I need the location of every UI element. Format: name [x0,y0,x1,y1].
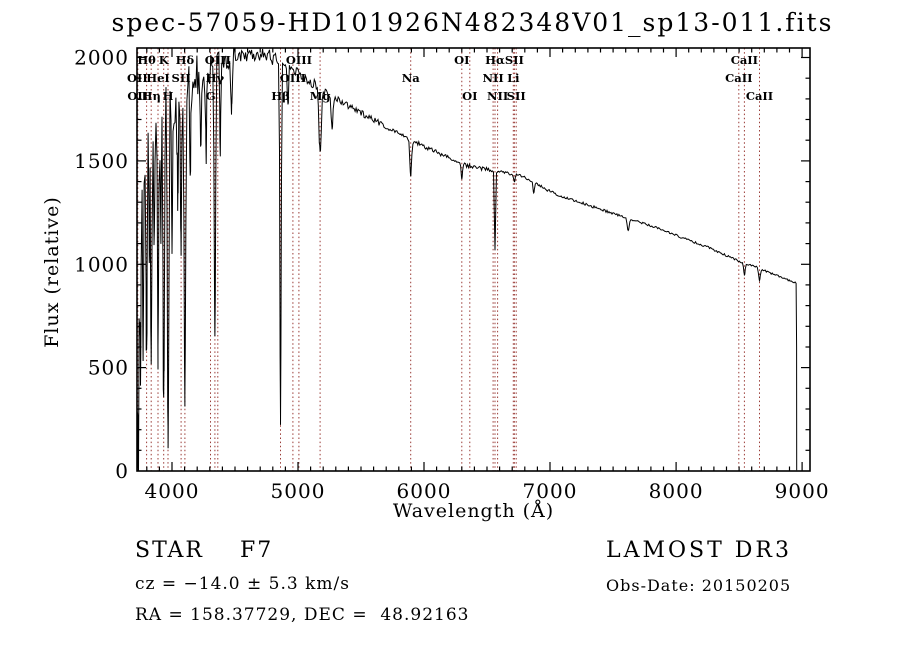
y-tick-labels: 0 500 1000 1500 2000 [74,46,129,484]
y-axis-label: Flux (relative) [41,196,63,348]
spectrum-trace [137,48,798,471]
svg-text:6000: 6000 [397,479,452,503]
svg-text:0: 0 [115,459,129,483]
line-label-OI: OI [454,53,469,67]
x-tick-labels: 4000 5000 6000 7000 8000 9000 [145,479,830,503]
svg-text:1000: 1000 [74,252,129,276]
survey-release-text: LAMOST DR3 [606,538,792,563]
line-label-HeI: HeI [146,71,170,85]
line-label-NII: NII [482,71,503,85]
line-label-Mg: Mg [310,89,331,103]
axis-ticks [137,48,810,471]
line-label-Hθ: Hθ [137,53,156,67]
line-label-CaII: CaII [746,89,773,103]
line-label-CaII: CaII [725,71,752,85]
svg-text:9000: 9000 [775,479,830,503]
line-label-OI: OI [462,89,477,103]
svg-text:5000: 5000 [271,479,326,503]
svg-text:2000: 2000 [74,46,129,70]
svg-text:7000: 7000 [523,479,578,503]
svg-text:8000: 8000 [649,479,704,503]
spectral-line-markers [136,48,760,471]
line-label-OIII: OIII [280,71,306,85]
line-label-Li: Li [507,71,520,85]
line-label-Hβ: Hβ [271,89,290,103]
line-label-SII: SII [507,89,526,103]
x-axis-label: Wavelength (Å) [392,500,555,522]
line-label-Hη: Hη [142,89,161,103]
line-label-NII: NII [487,89,508,103]
svg-text:4000: 4000 [145,479,200,503]
plot-title: spec-57059-HD101926N482348V01_sp13-011.f… [111,8,834,37]
radial-velocity-text: cz = −14.0 ± 5.3 km/s [135,574,350,594]
line-label-OIII: OIII [205,53,231,67]
line-label-SII: SII [505,53,524,67]
line-label-CaII: CaII [731,53,758,67]
line-label-SII: SII [172,71,191,85]
ra-dec-text: RA = 158.37729, DEC = 48.92163 [135,605,470,625]
line-label-K: K [159,53,170,67]
line-label-H: H [163,89,174,103]
svg-text:1500: 1500 [74,149,129,173]
line-label-Hα: Hα [485,53,505,67]
class-subclass-text: STAR F7 [135,538,274,563]
line-label-Na: Na [402,71,421,85]
axes-box [136,47,811,472]
svg-text:500: 500 [88,356,129,380]
obs-date-text: Obs-Date: 20150205 [606,576,792,595]
line-label-Hδ: Hδ [176,53,195,67]
line-label-G: G [206,89,216,103]
line-label-OIII: OIII [286,53,312,67]
